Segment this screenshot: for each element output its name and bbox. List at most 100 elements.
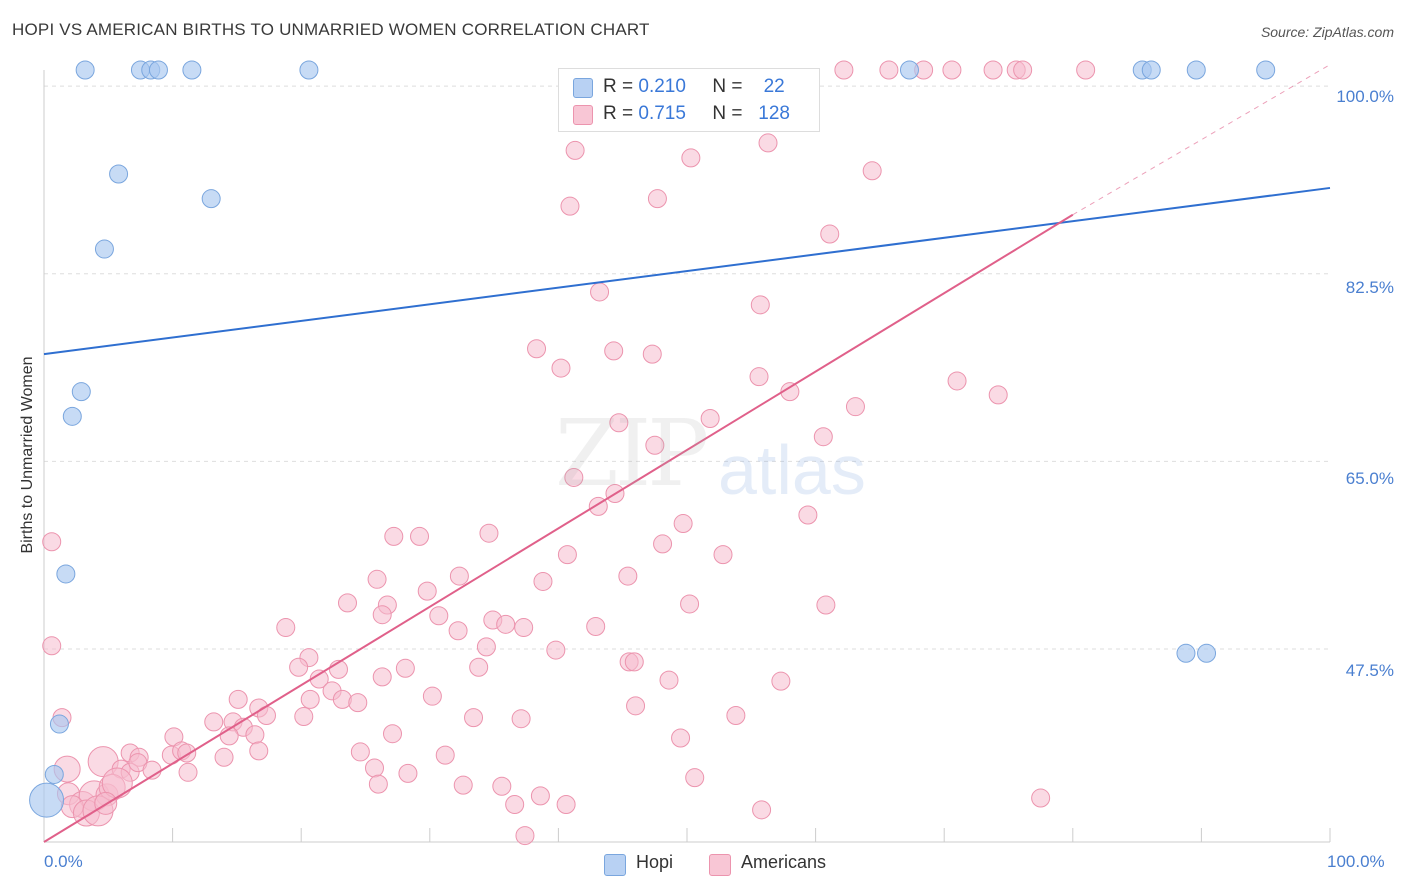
americans-point xyxy=(1031,788,1051,808)
americans-point xyxy=(42,532,62,552)
americans-point xyxy=(680,594,700,614)
americans-point xyxy=(604,341,624,361)
hopi-point xyxy=(1186,60,1206,80)
americans-point xyxy=(645,435,665,455)
r-value: 0.715 xyxy=(638,103,686,124)
americans-point xyxy=(429,606,449,626)
americans-point xyxy=(560,196,580,216)
americans-point xyxy=(368,774,388,794)
y-tick-label: 47.5% xyxy=(1345,661,1394,680)
americans-point xyxy=(556,794,576,814)
hopi-point xyxy=(75,60,95,80)
americans-point xyxy=(590,282,610,302)
americans-point xyxy=(496,614,516,634)
americans-point xyxy=(289,657,309,677)
americans-point xyxy=(365,758,385,778)
americans-point xyxy=(546,640,566,660)
stats-legend: R = 0.210 N = 22 R = 0.715 N = 128 xyxy=(558,68,820,132)
hopi-point xyxy=(201,189,221,209)
americans-point xyxy=(348,693,368,713)
americans-point xyxy=(410,526,430,546)
americans-point xyxy=(449,566,469,586)
americans-point xyxy=(479,523,499,543)
x-tick-label: 100.0% xyxy=(1327,852,1385,871)
americans-point xyxy=(942,60,962,80)
americans-point xyxy=(367,569,387,589)
hopi-point xyxy=(29,782,65,818)
hopi-point xyxy=(299,60,319,80)
americans-point xyxy=(749,367,769,387)
hopi-point xyxy=(182,60,202,80)
r-label: R = xyxy=(603,76,634,97)
americans-point xyxy=(453,775,473,795)
americans-point xyxy=(862,161,882,181)
hopi-point xyxy=(109,164,129,184)
americans-point xyxy=(1013,60,1033,80)
americans-point xyxy=(464,708,484,728)
y-tick-label: 100.0% xyxy=(1336,87,1394,106)
r-value: 0.210 xyxy=(638,76,686,97)
americans-point xyxy=(988,385,1008,405)
americans-point xyxy=(249,741,269,761)
americans-point xyxy=(533,571,553,591)
americans-point xyxy=(417,581,437,601)
americans-point xyxy=(798,505,818,525)
watermark-atlas: atlas xyxy=(718,431,866,509)
hopi-point xyxy=(94,239,114,259)
americans-point xyxy=(214,747,234,767)
americans-point xyxy=(395,658,415,678)
americans-legend-swatch xyxy=(709,854,731,876)
americans-point xyxy=(813,427,833,447)
americans-point xyxy=(372,667,392,687)
americans-point xyxy=(609,413,629,433)
americans-point xyxy=(659,670,679,690)
americans-point xyxy=(879,60,899,80)
americans-point xyxy=(673,514,693,534)
chart-source: Source: ZipAtlas.com xyxy=(1260,24,1394,40)
americans-point xyxy=(681,148,701,168)
americans-point xyxy=(671,728,691,748)
americans-point xyxy=(618,566,638,586)
americans-point xyxy=(178,762,198,782)
americans-point xyxy=(626,696,646,716)
hopi-point xyxy=(1176,643,1196,663)
americans-legend-label: Americans xyxy=(741,852,827,872)
americans-point xyxy=(642,344,662,364)
americans-point xyxy=(398,763,418,783)
americans-point xyxy=(551,358,571,378)
americans-point xyxy=(726,705,746,725)
americans-point xyxy=(758,133,778,153)
hopi-point xyxy=(71,382,91,402)
americans-point xyxy=(435,745,455,765)
n-label: N = xyxy=(712,103,743,124)
americans-point xyxy=(816,595,836,615)
x-tick-label: 0.0% xyxy=(44,852,83,871)
americans-point xyxy=(332,689,352,709)
hopi-legend-label: Hopi xyxy=(636,852,674,872)
hopi-swatch xyxy=(573,78,593,98)
americans-point xyxy=(530,786,550,806)
americans-point xyxy=(204,712,224,732)
americans-point xyxy=(685,768,705,788)
americans-point xyxy=(294,707,314,727)
hopi-point xyxy=(1141,60,1161,80)
americans-swatch xyxy=(573,105,593,125)
americans-point xyxy=(845,397,865,417)
hopi-point xyxy=(148,60,168,80)
chart-title: HOPI VS AMERICAN BIRTHS TO UNMARRIED WOM… xyxy=(12,20,650,39)
americans-point xyxy=(276,618,296,638)
y-tick-label: 82.5% xyxy=(1345,278,1394,297)
watermark-zip: ZIP xyxy=(555,400,709,507)
americans-point xyxy=(750,295,770,315)
americans-point xyxy=(771,671,791,691)
americans-point xyxy=(557,545,577,565)
americans-point xyxy=(350,742,370,762)
americans-point xyxy=(653,534,673,554)
y-tick-label: 65.0% xyxy=(1345,469,1394,488)
americans-point xyxy=(228,689,248,709)
americans-point xyxy=(372,605,392,625)
americans-trend-line xyxy=(43,213,1074,843)
americans-point xyxy=(511,709,531,729)
americans-point xyxy=(422,686,442,706)
